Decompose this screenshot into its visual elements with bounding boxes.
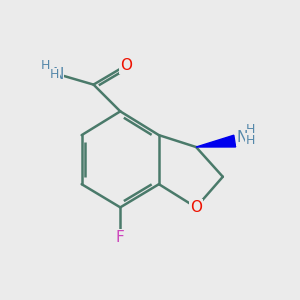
Text: F: F bbox=[116, 230, 125, 245]
Text: H: H bbox=[50, 68, 60, 81]
Text: O: O bbox=[190, 200, 202, 215]
Polygon shape bbox=[196, 135, 236, 147]
Text: O: O bbox=[120, 58, 132, 73]
Text: H: H bbox=[246, 134, 255, 147]
Text: N: N bbox=[236, 130, 248, 145]
Text: H: H bbox=[246, 123, 255, 136]
Text: N: N bbox=[52, 67, 64, 82]
Text: H: H bbox=[41, 59, 50, 72]
